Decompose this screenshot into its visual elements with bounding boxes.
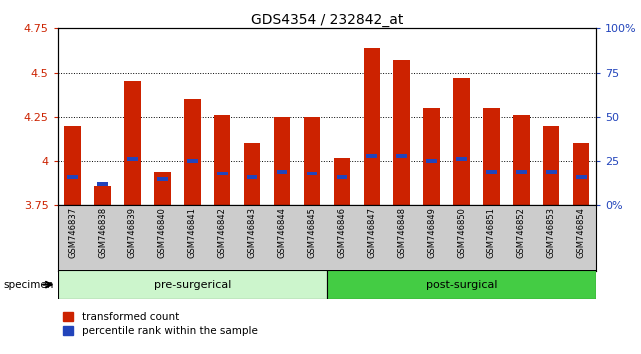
Bar — [157, 177, 168, 181]
Text: GSM746853: GSM746853 — [547, 207, 556, 258]
Bar — [127, 157, 138, 161]
Bar — [337, 175, 347, 179]
Bar — [573, 143, 590, 205]
Bar — [187, 159, 197, 163]
Text: pre-surgerical: pre-surgerical — [154, 280, 231, 290]
Bar — [426, 159, 437, 163]
Bar — [67, 175, 78, 179]
Text: GSM746847: GSM746847 — [367, 207, 376, 258]
Text: GSM746840: GSM746840 — [158, 207, 167, 258]
Bar — [333, 158, 350, 205]
Text: GSM746844: GSM746844 — [278, 207, 287, 258]
Text: GSM746848: GSM746848 — [397, 207, 406, 258]
Legend: transformed count, percentile rank within the sample: transformed count, percentile rank withi… — [63, 312, 258, 336]
Bar — [543, 126, 560, 205]
Bar — [247, 175, 258, 179]
Bar — [367, 154, 377, 158]
Text: GSM746850: GSM746850 — [457, 207, 466, 258]
Text: GSM746846: GSM746846 — [337, 207, 346, 258]
Bar — [483, 108, 500, 205]
Text: GSM746851: GSM746851 — [487, 207, 496, 258]
Bar — [306, 171, 317, 175]
Text: specimen: specimen — [3, 280, 54, 290]
Text: GSM746841: GSM746841 — [188, 207, 197, 258]
Bar — [453, 78, 470, 205]
Bar — [456, 157, 467, 161]
Text: GSM746838: GSM746838 — [98, 207, 107, 258]
Bar — [486, 170, 497, 173]
Bar — [327, 270, 596, 299]
Bar — [516, 170, 527, 173]
Text: GSM746849: GSM746849 — [427, 207, 436, 258]
Text: post-surgical: post-surgical — [426, 280, 497, 290]
Text: GSM746837: GSM746837 — [68, 207, 77, 258]
Bar — [363, 48, 380, 205]
Title: GDS4354 / 232842_at: GDS4354 / 232842_at — [251, 13, 403, 27]
Text: GSM746842: GSM746842 — [218, 207, 227, 258]
Bar — [154, 172, 171, 205]
Bar — [97, 182, 108, 186]
Bar — [576, 175, 587, 179]
Bar — [304, 117, 320, 205]
Bar — [214, 115, 231, 205]
Bar — [217, 171, 228, 175]
Bar — [277, 170, 287, 173]
Text: GSM746852: GSM746852 — [517, 207, 526, 258]
Text: GSM746845: GSM746845 — [308, 207, 317, 258]
Bar — [274, 117, 290, 205]
Bar — [124, 81, 141, 205]
Bar — [58, 270, 327, 299]
Bar — [396, 154, 407, 158]
Bar — [513, 115, 529, 205]
Bar — [423, 108, 440, 205]
Text: GSM746839: GSM746839 — [128, 207, 137, 258]
Bar — [184, 99, 201, 205]
Bar — [546, 170, 556, 173]
Text: GSM746843: GSM746843 — [247, 207, 256, 258]
Bar — [94, 186, 111, 205]
Bar — [394, 60, 410, 205]
Bar — [244, 143, 260, 205]
Bar — [64, 126, 81, 205]
Text: GSM746854: GSM746854 — [577, 207, 586, 258]
